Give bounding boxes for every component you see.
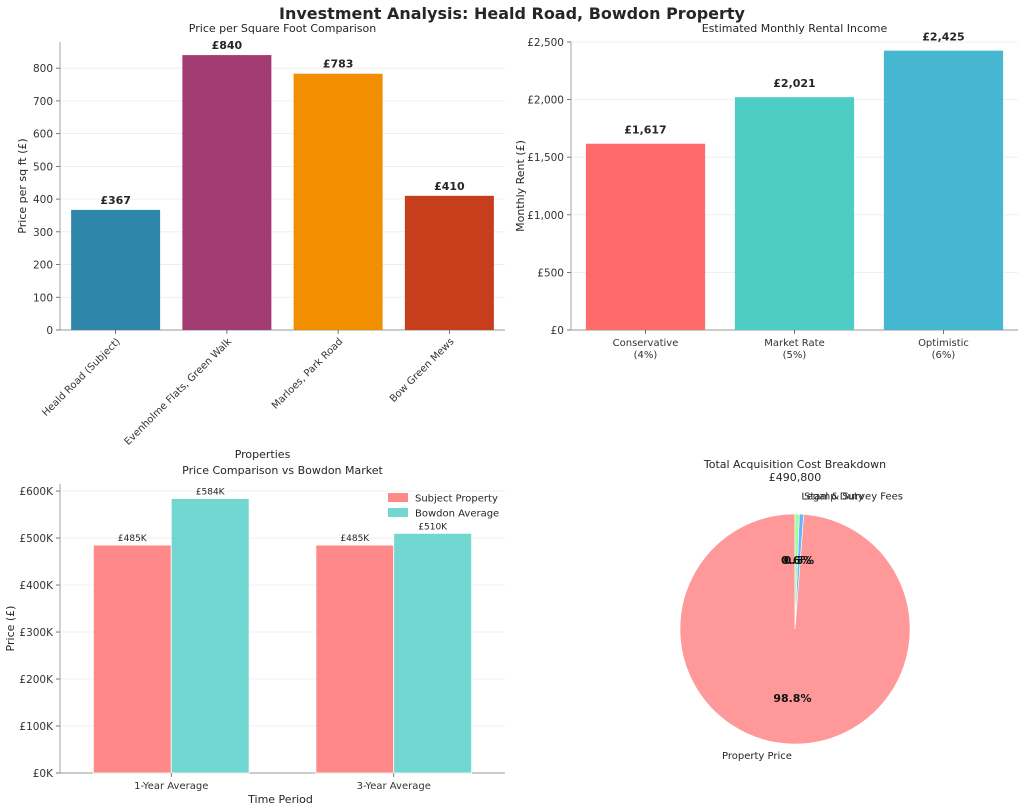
bar (393, 532, 473, 774)
y-tick-label: £400K (19, 580, 54, 592)
x-tick-label: Conservative (613, 338, 679, 349)
x-tick-label: Heald Road (Subject) (40, 336, 122, 418)
x-tick-label: (6%) (932, 350, 956, 361)
x-tick-label: Optimistic (918, 338, 969, 349)
pie-category-label: Legal & Survey Fees (801, 492, 903, 503)
legend-swatch (388, 493, 408, 502)
y-axis-label: Price (£) (4, 606, 17, 652)
y-tick-label: 100 (33, 292, 53, 304)
pie-pct-label: 0.6% (781, 554, 812, 567)
pie-pct-label: 0.6% (784, 554, 815, 567)
y-tick-label: 600 (33, 129, 53, 141)
bar-value-label: £410 (434, 180, 465, 193)
pie-category-label: Stamp Duty (804, 492, 864, 503)
x-axis-label: Time Period (247, 793, 313, 806)
bar-value-label: £485K (340, 534, 370, 544)
chart-title: Estimated Monthly Rental Income (702, 22, 888, 35)
y-tick-label: 0 (46, 325, 53, 337)
x-tick-label: Market Rate (764, 338, 824, 349)
y-tick-label: 800 (33, 63, 53, 75)
x-tick-label: (5%) (783, 350, 807, 361)
acquisition-cost-pie: Total Acquisition Cost Breakdown£490,800… (679, 458, 911, 762)
x-tick-label: 1-Year Average (134, 781, 208, 792)
bar-value-label: £783 (323, 58, 354, 71)
bar-value-label: £510K (418, 522, 448, 532)
x-tick-label: 3-Year Average (357, 781, 431, 792)
chart-title: Price Comparison vs Bowdon Market (182, 464, 383, 477)
y-tick-label: £2,500 (527, 37, 564, 49)
monthly-rental-chart: £0 £500 £1,000 £1,500 £2,000 £2,500 Estimated … (514, 22, 1018, 361)
legend-label: Subject Property (415, 494, 498, 505)
bar (404, 195, 494, 330)
y-tick-label: £600K (19, 486, 54, 498)
bar-value-label: £367 (100, 194, 131, 207)
price-per-sqft-chart: 0 100 200 300 400 500 600 700 800 Price per Squar… (16, 22, 505, 461)
bar (293, 73, 383, 330)
x-tick-label: Marloes, Park Road (270, 336, 345, 411)
y-tick-label: £100K (19, 721, 54, 733)
y-tick-label: 500 (33, 161, 53, 173)
x-tick-label: (4%) (634, 350, 658, 361)
y-tick-label: £500 (537, 267, 564, 279)
y-tick-label: £300K (19, 627, 54, 639)
y-tick-label: £500K (19, 533, 54, 545)
y-tick-label: 400 (33, 194, 53, 206)
legend-label: Bowdon Average (415, 509, 499, 520)
bar-value-label: £1,617 (624, 124, 666, 137)
y-tick-label: £0 (551, 325, 564, 337)
chart-title: Total Acquisition Cost Breakdown (703, 458, 886, 471)
x-axis-label: Properties (235, 448, 291, 461)
y-axis-label: Price per sq ft (£) (16, 138, 29, 233)
legend-swatch (388, 508, 408, 517)
bar (883, 50, 1004, 330)
bar (315, 544, 395, 774)
chart-title: Price per Square Foot Comparison (189, 22, 376, 35)
bar (182, 55, 272, 330)
x-tick-label: Evenholme Flats, Green Walk (123, 336, 235, 448)
y-tick-label: £200K (19, 674, 54, 686)
y-tick-label: £1,000 (527, 210, 564, 222)
bar (71, 209, 161, 330)
y-tick-label: 200 (33, 260, 53, 272)
bar-value-label: £584K (196, 488, 226, 498)
y-tick-label: 300 (33, 227, 53, 239)
legend: Subject Property Bowdon Average (388, 493, 499, 520)
bar-value-label: £840 (212, 39, 243, 52)
bar-value-label: £2,425 (922, 31, 964, 44)
bar (92, 544, 172, 774)
bar (734, 97, 855, 330)
bar-value-label: £2,021 (773, 77, 815, 90)
y-tick-label: £1,500 (527, 152, 564, 164)
y-tick-label: 700 (33, 96, 53, 108)
bar-value-label: £485K (118, 534, 148, 544)
chart-subtitle: £490,800 (769, 471, 822, 484)
x-tick-label: Bow Green Mews (388, 336, 457, 405)
bar (585, 143, 706, 330)
pie-category-label: Property Price (722, 751, 792, 762)
y-tick-label: £2,000 (527, 95, 564, 107)
pie-pct-label: 98.8% (773, 692, 811, 705)
pie-slice (794, 513, 800, 630)
market-comparison-chart: £0K £100K £200K £300K £400K £500K £600K Price C… (4, 464, 505, 806)
y-axis-label: Monthly Rent (£) (514, 140, 527, 232)
y-tick-label: £0K (33, 768, 54, 780)
figure-title: Investment Analysis: Heald Road, Bowdon … (279, 4, 745, 23)
bar (170, 498, 250, 774)
